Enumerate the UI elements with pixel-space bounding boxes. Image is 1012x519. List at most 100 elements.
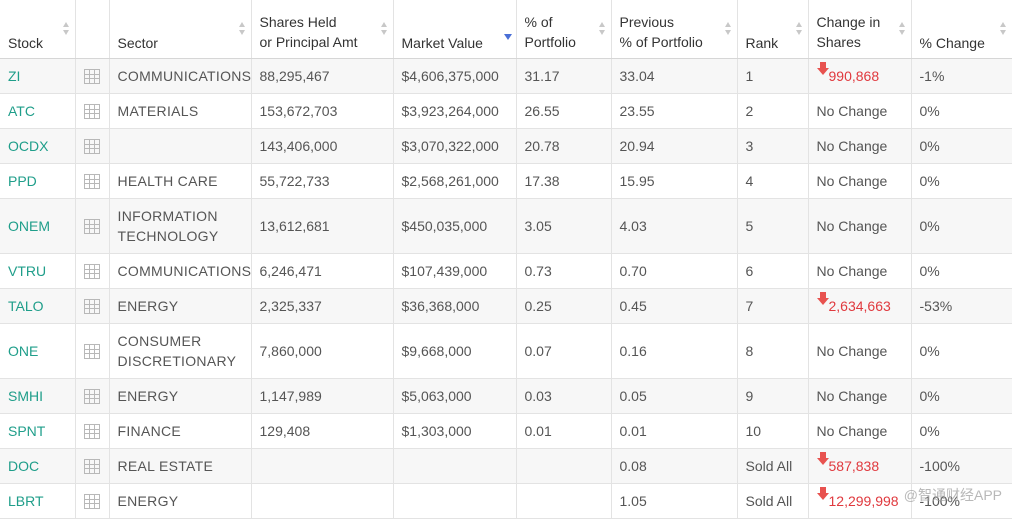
table-row: VTRU COMMUNICATIONS 6,246,471 $107,439,000 0…: [0, 253, 1012, 289]
column-header-label: Previous: [619, 14, 674, 30]
column-header-rank[interactable]: Rank: [737, 0, 809, 59]
stock-link[interactable]: TALO: [0, 288, 76, 324]
change-in-shares-cell: No Change: [808, 413, 912, 449]
sort-icon[interactable]: [380, 22, 388, 36]
prev-pct-portfolio-cell: 0.45: [611, 288, 738, 324]
column-header-prev-pct[interactable]: Previous % of Portfolio: [611, 0, 738, 59]
holding-details-cell[interactable]: [75, 58, 110, 94]
grid-icon[interactable]: [84, 69, 100, 85]
sector-cell: MATERIALS: [109, 93, 252, 129]
rank-cell: 2: [737, 93, 809, 129]
holding-details-cell[interactable]: [75, 128, 110, 164]
pct-portfolio-cell: [516, 448, 612, 484]
sector-cell: ENERGY: [109, 288, 252, 324]
rank-cell: 1: [737, 58, 809, 94]
stock-link[interactable]: PPD: [0, 163, 76, 199]
sort-icon[interactable]: [598, 22, 606, 36]
shares-cell: 13,612,681: [251, 198, 394, 254]
grid-icon[interactable]: [84, 219, 100, 235]
shares-cell: 143,406,000: [251, 128, 394, 164]
holding-details-cell[interactable]: [75, 323, 110, 379]
table-row: OCDX 143,406,000 $3,070,322,000 20.78 20.94 3…: [0, 128, 1012, 164]
rank-cell: 5: [737, 198, 809, 254]
column-header-sector[interactable]: Sector: [109, 0, 252, 59]
down-arrow-icon: [816, 452, 829, 466]
holding-details-cell[interactable]: [75, 253, 110, 289]
grid-icon[interactable]: [84, 389, 100, 405]
table-row: DOC REAL ESTATE 0.08 Sold All 587,838 -100%: [0, 448, 1012, 484]
column-header-change-shares[interactable]: Change in Shares: [808, 0, 912, 59]
holding-details-cell[interactable]: [75, 483, 110, 519]
sort-icon[interactable]: [62, 22, 70, 36]
grid-icon[interactable]: [84, 104, 100, 120]
prev-pct-portfolio-cell: 15.95: [611, 163, 738, 199]
stock-link[interactable]: ONEM: [0, 198, 76, 254]
column-header-label: Rank: [745, 35, 779, 51]
market-value-cell: $4,606,375,000: [393, 58, 517, 94]
market-value-cell: $3,070,322,000: [393, 128, 517, 164]
sector-cell: CONSUMER DISCRETIONARY: [109, 323, 252, 379]
prev-pct-portfolio-cell: 20.94: [611, 128, 738, 164]
rank-cell: 9: [737, 378, 809, 414]
stock-link[interactable]: DOC: [0, 448, 76, 484]
pct-change-cell: 0%: [911, 323, 1012, 379]
holding-details-cell[interactable]: [75, 448, 110, 484]
rank-cell: 3: [737, 128, 809, 164]
grid-icon[interactable]: [84, 424, 100, 440]
table-row: ONE CONSUMER DISCRETIONARY 7,860,000 $9,668…: [0, 323, 1012, 379]
grid-icon[interactable]: [84, 494, 100, 510]
column-header-shares[interactable]: Shares Held or Principal Amt: [251, 0, 394, 59]
table-row: ATC MATERIALS 153,672,703 $3,923,264,000 26.…: [0, 93, 1012, 129]
holding-details-cell[interactable]: [75, 378, 110, 414]
stock-link[interactable]: VTRU: [0, 253, 76, 289]
pct-portfolio-cell: 3.05: [516, 198, 612, 254]
pct-portfolio-cell: [516, 483, 612, 519]
grid-icon[interactable]: [84, 174, 100, 190]
sort-icon[interactable]: [238, 22, 246, 36]
pct-change-cell: 0%: [911, 198, 1012, 254]
watermark: @智通财经APP: [903, 487, 1002, 503]
grid-icon[interactable]: [84, 299, 100, 315]
stock-link[interactable]: OCDX: [0, 128, 76, 164]
pct-change-cell: 0%: [911, 93, 1012, 129]
holding-details-cell[interactable]: [75, 198, 110, 254]
table-row: ZI COMMUNICATIONS 88,295,467 $4,606,375,000…: [0, 58, 1012, 94]
pct-portfolio-cell: 31.17: [516, 58, 612, 94]
market-value-cell: [393, 448, 517, 484]
sort-icon[interactable]: [1000, 22, 1007, 36]
pct-change-cell: 0%: [911, 378, 1012, 414]
sort-icon[interactable]: [898, 22, 906, 36]
sort-icon[interactable]: [724, 22, 732, 36]
grid-icon[interactable]: [84, 459, 100, 475]
stock-link[interactable]: SMHI: [0, 378, 76, 414]
stock-link[interactable]: ATC: [0, 93, 76, 129]
column-header-label: Stock: [8, 35, 44, 51]
column-header-pct-portfolio[interactable]: % of Portfolio: [516, 0, 612, 59]
grid-icon[interactable]: [84, 264, 100, 280]
holding-details-cell[interactable]: [75, 163, 110, 199]
sort-icon[interactable]: [795, 22, 803, 36]
market-value-cell: $5,063,000: [393, 378, 517, 414]
holding-details-cell[interactable]: [75, 288, 110, 324]
sort-desc-icon[interactable]: [503, 22, 512, 40]
grid-icon[interactable]: [84, 344, 100, 360]
column-header-label: % Change: [919, 35, 985, 51]
stock-link[interactable]: ZI: [0, 58, 76, 94]
sector-cell: ENERGY: [109, 378, 252, 414]
column-header-stock[interactable]: Stock: [0, 0, 76, 59]
shares-cell: 153,672,703: [251, 93, 394, 129]
column-header-label: % of: [524, 14, 553, 30]
holding-details-cell[interactable]: [75, 93, 110, 129]
column-header-market-value[interactable]: Market Value: [393, 0, 517, 59]
rank-cell: Sold All: [737, 483, 809, 519]
column-header-pct-change[interactable]: % Change: [911, 0, 1012, 59]
change-in-shares-cell: No Change: [808, 163, 912, 199]
stock-link[interactable]: SPNT: [0, 413, 76, 449]
holding-details-cell[interactable]: [75, 413, 110, 449]
grid-icon[interactable]: [84, 139, 100, 155]
stock-link[interactable]: ONE: [0, 323, 76, 379]
pct-change-cell: 0%: [911, 253, 1012, 289]
change-in-shares-cell: 990,868: [808, 58, 912, 94]
stock-link[interactable]: LBRT: [0, 483, 76, 519]
column-header-icon: [75, 0, 110, 59]
